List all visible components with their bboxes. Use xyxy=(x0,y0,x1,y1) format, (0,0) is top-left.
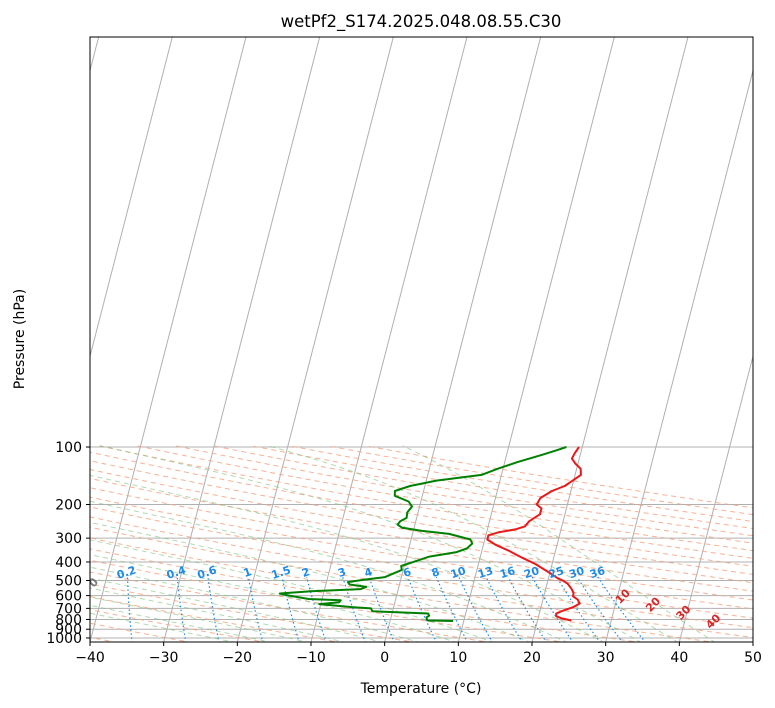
dry-adiabat-line xyxy=(90,477,753,592)
y-tick-label: 400 xyxy=(55,555,82,571)
mixing-ratio-line xyxy=(435,576,469,642)
mixing-ratio-line xyxy=(306,576,327,642)
x-tick-label: 30 xyxy=(597,650,615,666)
isotherm-line xyxy=(531,37,689,642)
mixing-ratio-line xyxy=(531,576,574,642)
mixing-ratio-line xyxy=(247,576,264,642)
dry-adiabat-label: -10 xyxy=(0,562,2,585)
plot-background xyxy=(90,37,753,642)
y-tick-label: 300 xyxy=(55,531,82,547)
mixing-ratio-label: 6 xyxy=(401,565,413,580)
x-tick-label: −20 xyxy=(223,650,253,666)
isotherm-line xyxy=(678,354,753,642)
mixing-ratio-line xyxy=(556,576,601,642)
dry-adiabat-line xyxy=(90,468,753,584)
mixing-ratio-label: 10 xyxy=(449,564,468,581)
temperature-profile-line xyxy=(486,446,582,622)
dewpoint-profile-line xyxy=(278,446,567,622)
y-tick-label: 100 xyxy=(55,440,82,456)
mixing-ratio-label: 0.4 xyxy=(165,563,188,581)
mixing-ratio-label: 25 xyxy=(547,564,566,581)
chart-title: wetPf2_S174.2025.048.08.55.C30 xyxy=(281,12,562,32)
mixing-ratio-label: 0.2 xyxy=(115,563,138,581)
dry-adiabat-line xyxy=(251,445,753,530)
dry-adiabat-line xyxy=(90,548,641,642)
x-tick-label: 0 xyxy=(380,650,389,666)
moist-adiabat-line xyxy=(90,604,273,642)
y-tick-label: 200 xyxy=(55,498,82,514)
plot-frame xyxy=(89,36,754,643)
y-tick-label: 600 xyxy=(55,589,82,605)
dry-adiabat-line xyxy=(90,460,753,575)
y-tick-label: 500 xyxy=(55,573,82,589)
mixing-ratio-line xyxy=(507,576,548,642)
x-tick-label: 10 xyxy=(449,650,467,666)
mixing-ratio-line xyxy=(207,577,220,642)
dry-adiabat-line xyxy=(136,445,753,552)
dry-adiabat-line xyxy=(90,559,566,642)
mixing-ratio-label: 3 xyxy=(336,565,347,580)
mixing-ratio-line xyxy=(126,577,133,642)
mixing-ratio-label: 2 xyxy=(300,565,311,580)
dry-adiabat-line xyxy=(90,506,753,619)
mixing-ratio-label: 16 xyxy=(498,564,517,581)
isotherm-line xyxy=(90,37,247,642)
mixing-ratio-label: 4 xyxy=(363,565,375,580)
mixing-ratio-label: 8 xyxy=(430,565,441,580)
y-tick-label: 1000 xyxy=(46,631,82,647)
isotherm-line xyxy=(384,37,542,642)
dry-adiabat-line xyxy=(289,445,753,523)
x-tick-label: −30 xyxy=(149,650,179,666)
mixing-ratio-label: 0.6 xyxy=(196,563,219,581)
mixing-ratio-label: 1.5 xyxy=(270,563,293,581)
y-tick-label: 900 xyxy=(55,622,82,638)
mixing-ratio-label: 36 xyxy=(588,564,607,581)
moist-adiabat-line xyxy=(267,445,679,642)
moist-adiabat-line xyxy=(90,554,457,642)
isotherm-line xyxy=(752,639,753,642)
mixing-ratio-label: 1 xyxy=(242,565,253,580)
mixing-ratio-line xyxy=(407,576,438,642)
dry-adiabat-line xyxy=(365,445,753,509)
dry-adiabat-line xyxy=(90,537,716,642)
mixing-ratio-label: 30 xyxy=(567,564,586,581)
dry-adiabat-line xyxy=(90,451,753,567)
isotherm-line xyxy=(310,37,468,642)
x-tick-label: 50 xyxy=(744,650,762,666)
isotherm-line xyxy=(163,37,321,642)
x-tick-label: 40 xyxy=(670,650,688,666)
mixing-ratio-label: 20 xyxy=(522,564,541,581)
moist-adiabat-line xyxy=(90,521,531,642)
dry-adiabat-line xyxy=(175,445,753,544)
mixing-ratio-line xyxy=(597,576,646,642)
x-tick-label: −10 xyxy=(296,650,326,666)
dry-adiabat-line xyxy=(90,526,753,638)
y-tick-label: 700 xyxy=(55,601,82,617)
moist-adiabat-line xyxy=(90,474,605,642)
mixing-ratio-line xyxy=(281,576,300,642)
mixing-ratio-line xyxy=(176,577,187,642)
x-axis-label: Temperature (°C) xyxy=(360,681,482,697)
dry-adiabat-line xyxy=(99,445,753,559)
y-tick-label: 800 xyxy=(55,612,82,628)
y-axis-label: Pressure (hPa) xyxy=(12,289,28,389)
mixing-ratio-line xyxy=(576,576,624,642)
moist-adiabat-line xyxy=(100,445,642,642)
isotherm-line xyxy=(457,37,615,642)
moist-adiabat-line xyxy=(90,577,383,642)
mixing-ratio-line xyxy=(485,576,523,642)
moist-adiabat-line xyxy=(402,445,716,642)
moist-adiabat-line xyxy=(90,539,494,642)
mixing-ratio-line xyxy=(458,576,493,642)
mixing-ratio-label: 13 xyxy=(476,564,495,581)
moist-adiabat-line xyxy=(90,500,568,642)
isotherm-line xyxy=(90,37,173,359)
dry-adiabat-line xyxy=(0,446,43,643)
moist-adiabat-line xyxy=(90,587,346,642)
x-tick-label: −40 xyxy=(75,650,105,666)
x-tick-label: 20 xyxy=(523,650,541,666)
